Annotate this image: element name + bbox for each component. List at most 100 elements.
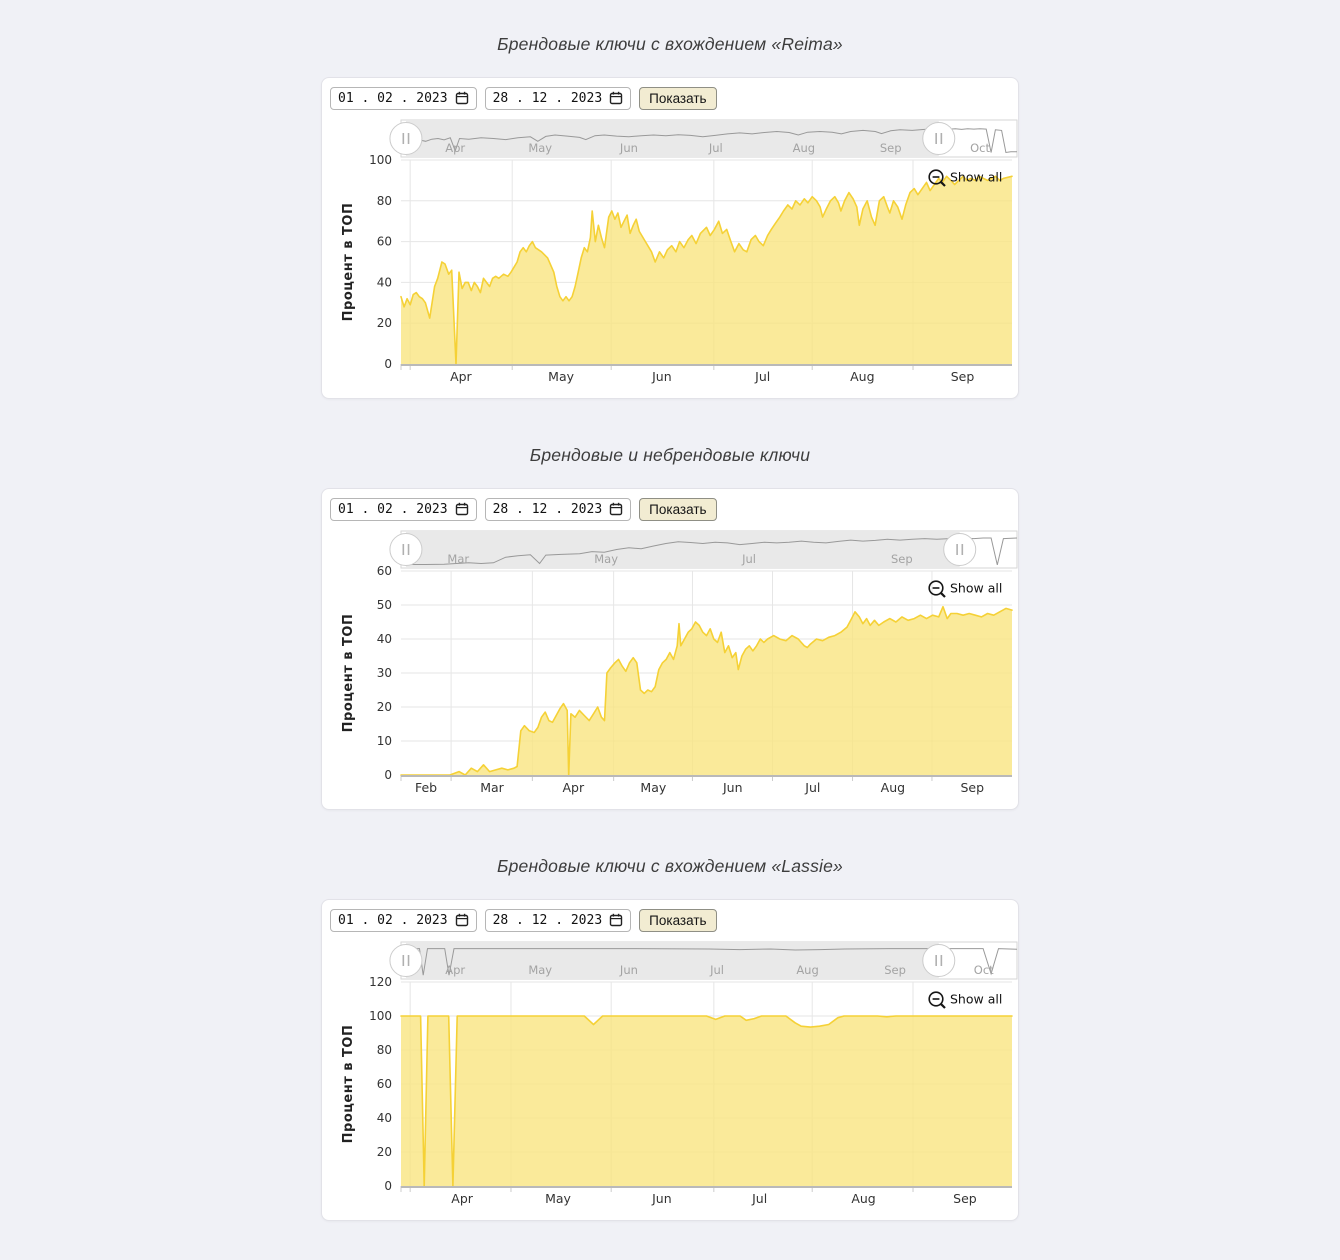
navigator-handle-left[interactable] — [389, 944, 423, 977]
calendar-icon[interactable] — [609, 913, 623, 927]
area-series-fill — [401, 176, 1012, 364]
area-series-line — [400, 605, 1013, 776]
content-column: Брендовые ключи с вхождением «Reima» 01 … — [321, 0, 1019, 1221]
navigator-month-label: May — [528, 963, 552, 977]
x-axis-label: Sep — [951, 369, 975, 384]
x-axis-label: Aug — [851, 1191, 875, 1206]
navigator-selected-range[interactable] — [405, 942, 939, 979]
y-tick-label: 30 — [377, 666, 392, 680]
date-to-value: 28 . 12 . 2023 — [492, 90, 603, 106]
y-axis-title: Процент в ТОП — [341, 1025, 356, 1144]
x-axis-label: Apr — [562, 780, 584, 795]
show-button[interactable]: Показать — [639, 497, 717, 521]
navigator-month-label: Jul — [708, 141, 723, 155]
navigator-month-label: Jul — [741, 552, 756, 566]
handle-circle[interactable] — [389, 122, 423, 155]
show-all-button[interactable]: Show all — [928, 991, 1002, 1009]
navigator-handle-right[interactable] — [943, 533, 977, 566]
y-tick-label: 100 — [369, 153, 392, 167]
navigator-month-label: Aug — [796, 963, 818, 977]
show-all-label: Show all — [950, 992, 1002, 1007]
show-button[interactable]: Показать — [639, 908, 717, 932]
area-series-fill — [401, 606, 1012, 775]
y-axis-title: Процент в ТОП — [341, 203, 356, 322]
y-tick-label: 20 — [377, 1145, 392, 1159]
date-to-input[interactable]: 28 . 12 . 2023 — [484, 908, 632, 932]
navigator-handle-right[interactable] — [922, 944, 956, 977]
navigator-handle-right[interactable] — [922, 122, 956, 155]
chart-panel: 01 . 02 . 2023 28 . 12 . 2023 Показать 0… — [321, 77, 1019, 399]
handle-circle[interactable] — [389, 944, 423, 977]
x-axis-label: Jun — [722, 780, 743, 795]
area-series-fill — [401, 1016, 1012, 1186]
navigator-month-label: Sep — [884, 963, 906, 977]
show-all-label: Show all — [950, 581, 1002, 596]
area-chart-brand-nonbrand: 0 10 20 30 40 50 60 Feb Mar Apr May Jun Jul Aug Sep Про… — [341, 530, 1018, 795]
x-axis-label: Aug — [881, 780, 905, 795]
zoom-out-handle — [940, 592, 946, 598]
navigator-month-label: Sep — [880, 141, 902, 155]
navigator-selected-range[interactable] — [405, 531, 960, 568]
navigator-month-label: Oct — [974, 963, 994, 977]
navigator-handle-left[interactable] — [389, 533, 423, 566]
handle-circle[interactable] — [389, 533, 423, 566]
x-axis-label: Apr — [451, 1191, 473, 1206]
date-from-value: 01 . 02 . 2023 — [338, 501, 448, 517]
navigator-month-label: May — [594, 552, 618, 566]
calendar-icon[interactable] — [609, 91, 623, 105]
calendar-icon[interactable] — [455, 91, 469, 105]
navigator-month-label: Apr — [445, 963, 465, 977]
navigator-month-label: May — [528, 141, 552, 155]
show-all-button[interactable]: Show all — [928, 580, 1002, 598]
x-axis-label: Jul — [754, 369, 770, 384]
area-chart-reima: 0 20 40 60 80 100 Apr May Jun Jul Aug Sep Процент в … — [341, 119, 1018, 384]
show-button[interactable]: Показать — [639, 86, 717, 110]
show-all-button[interactable]: Show all — [928, 169, 1002, 187]
y-tick-label: 0 — [384, 357, 392, 371]
date-from-value: 01 . 02 . 2023 — [338, 90, 448, 106]
y-tick-label: 10 — [377, 734, 392, 748]
zoom-out-handle — [940, 1003, 946, 1009]
date-to-value: 28 . 12 . 2023 — [492, 501, 603, 517]
chart-title: Брендовые ключи с вхождением «Lassie» — [497, 856, 843, 876]
handle-circle[interactable] — [922, 944, 956, 977]
y-tick-label: 50 — [377, 598, 392, 612]
handle-circle[interactable] — [943, 533, 977, 566]
navigator-month-label: Apr — [445, 141, 465, 155]
navigator-month-label: Jul — [709, 963, 724, 977]
date-to-input[interactable]: 28 . 12 . 2023 — [484, 497, 632, 521]
chart-panel: 01 . 02 . 2023 28 . 12 . 2023 Показать 0… — [321, 488, 1019, 810]
y-tick-label: 20 — [377, 700, 392, 714]
x-axis-label: Jul — [804, 780, 820, 795]
navigator-series-line — [401, 948, 1018, 976]
calendar-icon[interactable] — [455, 502, 469, 516]
date-from-input[interactable]: 01 . 02 . 2023 — [330, 497, 477, 521]
x-axis-label: Sep — [953, 1191, 977, 1206]
navigator-series-line — [401, 537, 1018, 566]
date-from-input[interactable]: 01 . 02 . 2023 — [330, 908, 477, 932]
calendar-icon[interactable] — [455, 913, 469, 927]
date-from-input[interactable]: 01 . 02 . 2023 — [330, 86, 477, 110]
x-axis-label: Mar — [480, 780, 504, 795]
x-axis-label: Apr — [450, 369, 472, 384]
x-axis-label: May — [545, 1191, 571, 1206]
navigator-month-label: Sep — [891, 552, 913, 566]
x-axis-label: Jul — [751, 1191, 767, 1206]
navigator-month-label: Aug — [793, 141, 815, 155]
chart-section-reima: Брендовые ключи с вхождением «Reima» 01 … — [321, 0, 1019, 399]
date-controls: 01 . 02 . 2023 28 . 12 . 2023 Показать — [330, 86, 1010, 110]
navigator-handle-left[interactable] — [389, 122, 423, 155]
handle-circle[interactable] — [922, 122, 956, 155]
date-controls: 01 . 02 . 2023 28 . 12 . 2023 Показать — [330, 908, 1010, 932]
zoom-out-icon — [928, 580, 944, 596]
y-tick-label: 40 — [377, 1111, 392, 1125]
calendar-icon[interactable] — [609, 502, 623, 516]
y-tick-label: 40 — [377, 275, 392, 289]
y-tick-label: 100 — [369, 1009, 392, 1023]
y-tick-label: 40 — [377, 632, 392, 646]
show-all-label: Show all — [950, 170, 1002, 185]
date-to-input[interactable]: 28 . 12 . 2023 — [484, 86, 632, 110]
zoom-out-handle — [940, 181, 946, 187]
chart-section-lassie: Брендовые ключи с вхождением «Lassie» 01… — [321, 810, 1019, 1221]
y-tick-label: 60 — [377, 235, 392, 249]
